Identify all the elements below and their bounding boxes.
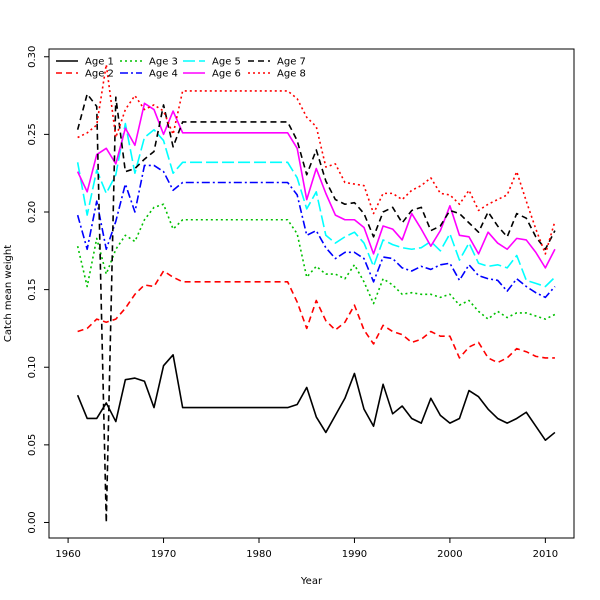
x-tick-label: 2010 [533, 549, 558, 560]
y-axis-label: Catch mean weight [3, 245, 14, 342]
series-line-age-6 [76, 102, 556, 269]
y-axis: 0.00 0.05 0.10 0.15 0.20 0.25 0.30 [27, 46, 49, 534]
series-line-age-3 [76, 203, 556, 320]
y-tick-label: 0.30 [27, 46, 38, 68]
legend-label-age-5: Age 5 [212, 57, 241, 68]
x-tick-label: 2000 [437, 549, 462, 560]
legend-label-age-1: Age 1 [85, 57, 114, 68]
legend-label-age-3: Age 3 [149, 57, 178, 68]
y-tick-label: 0.10 [27, 356, 38, 378]
x-axis-label: Year [300, 576, 323, 587]
series-line-age-8 [77, 63, 556, 255]
legend-label-age-8: Age 8 [277, 69, 306, 80]
x-tick-label: 1980 [246, 549, 271, 560]
legend-label-age-6: Age 6 [212, 69, 241, 80]
x-tick-label: 1970 [151, 549, 176, 560]
series-line-age-1 [76, 354, 556, 442]
y-tick-label: 0.20 [27, 201, 38, 223]
series-line-age-4 [76, 164, 556, 299]
x-axis: 1960 1970 1980 1990 2000 2010 [55, 538, 558, 560]
series-line-age-2 [77, 270, 555, 364]
y-tick-label: 0.15 [27, 278, 38, 300]
legend-label-age-2: Age 2 [85, 69, 114, 80]
y-tick-label: 0.05 [27, 434, 38, 456]
series-line-age-7 [76, 93, 556, 524]
y-tick-label: 0.25 [27, 123, 38, 145]
legend-label-age-4: Age 4 [149, 69, 178, 80]
plot-lines [76, 63, 556, 524]
y-tick-label: 0.00 [27, 511, 38, 533]
x-tick-label: 1960 [55, 549, 80, 560]
series-line-age-5 [76, 122, 556, 288]
plot-frame [48, 48, 575, 539]
legend-label-age-7: Age 7 [277, 57, 306, 68]
x-tick-label: 1990 [342, 549, 367, 560]
